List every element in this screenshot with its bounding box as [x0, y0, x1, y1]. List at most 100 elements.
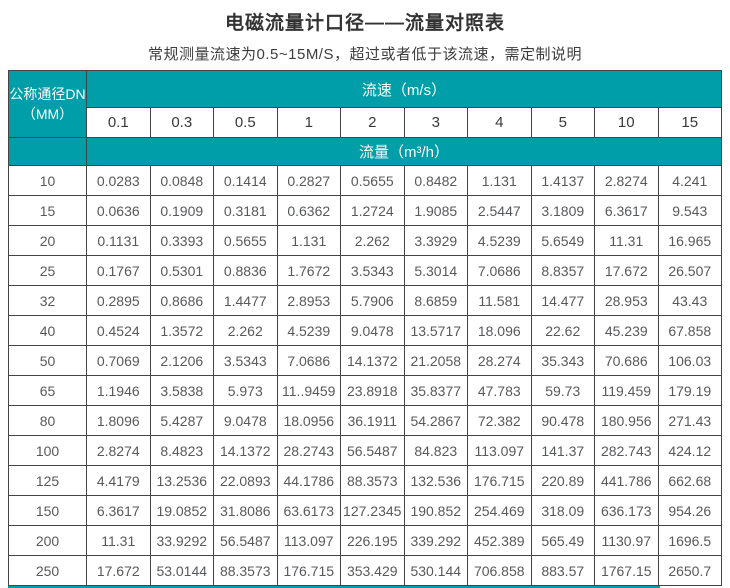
- flow-value-cell: 0.1414: [213, 165, 278, 196]
- flow-value-cell: 1.7672: [276, 255, 341, 286]
- flow-value-cell: 282.743: [594, 435, 659, 466]
- table-row: 150 6.3617 19.0852 31.8086 63.6173 127.2345 19…: [8, 495, 722, 526]
- flow-value-cell: 176.715: [276, 555, 341, 586]
- flow-value-cell: 1.4477: [213, 285, 278, 316]
- flow-value-cell: 67.858: [657, 315, 722, 346]
- page-title: 电磁流量计口径——流量对照表: [224, 13, 505, 34]
- flow-value-cell: 0.1131: [86, 225, 151, 256]
- flow-value-cell: 47.783: [467, 375, 532, 406]
- flow-value-cell: 2.5447: [467, 195, 532, 226]
- flow-value-cell: 5.6549: [530, 225, 595, 256]
- flow-value-cell: 70.686: [594, 345, 659, 376]
- flow-value-cell: 119.459: [594, 375, 659, 406]
- flow-value-cell: 1.3572: [149, 315, 214, 346]
- velocity-values-row: 0.1 0.3 0.5 1 2 3 4 5 10 15: [9, 107, 722, 138]
- flow-comparison-table: 公称通径DN （MM） 流速（m/s） 0.1 0.3 0.5 1 2 3 4 5 10 15 流…: [8, 70, 722, 586]
- flow-value-cell: 0.5655: [340, 165, 405, 196]
- flow-value-cell: 88.3573: [340, 465, 405, 496]
- flow-value-cell: 113.097: [467, 435, 532, 466]
- velocity-value-cell: 15: [657, 107, 722, 138]
- flow-value-cell: 8.4823: [149, 435, 214, 466]
- flow-value-cell: 636.173: [594, 495, 659, 526]
- flow-value-cell: 22.62: [530, 315, 595, 346]
- flow-value-cell: 318.09: [530, 495, 595, 526]
- flow-value-cell: 11..9459: [276, 375, 341, 406]
- page-subtitle: 常规测量流速为0.5~15M/S，超过或者低于该流速，需定制说明: [148, 46, 582, 63]
- flow-value-cell: 16.965: [657, 225, 722, 256]
- flow-value-cell: 1.1946: [86, 375, 151, 406]
- flow-value-cell: 28.274: [467, 345, 532, 376]
- flow-value-cell: 0.2895: [86, 285, 151, 316]
- flow-value-cell: 7.0686: [276, 345, 341, 376]
- dn-cell: 20: [8, 225, 87, 256]
- flow-value-cell: 113.097: [276, 525, 341, 556]
- flow-value-cell: 1.9085: [403, 195, 468, 226]
- flow-value-cell: 176.715: [467, 465, 532, 496]
- flow-value-cell: 452.389: [467, 525, 532, 556]
- velocity-value-cell: 10: [594, 107, 659, 138]
- flow-value-cell: 106.03: [657, 345, 722, 376]
- flow-value-cell: 23.8918: [340, 375, 405, 406]
- flow-value-cell: 45.239: [594, 315, 659, 346]
- flow-header-spacer-cell: [8, 137, 87, 166]
- flow-value-cell: 3.5343: [213, 345, 278, 376]
- table-row: 10 0.0283 0.0848 0.1414 0.2827 0.5655 0.8482 1.…: [8, 165, 722, 196]
- flow-value-cell: 11.31: [594, 225, 659, 256]
- flow-value-cell: 220.89: [530, 465, 595, 496]
- flow-value-cell: 1.8096: [86, 405, 151, 436]
- flow-value-cell: 59.73: [530, 375, 595, 406]
- flow-value-cell: 5.4287: [149, 405, 214, 436]
- flow-value-cell: 0.8836: [213, 255, 278, 286]
- table-row: 80 1.8096 5.4287 9.0478 18.0956 36.1911 54.286…: [8, 405, 722, 436]
- table-row: 32 0.2895 0.8686 1.4477 2.8953 5.7906 8.6859 11…: [8, 285, 722, 316]
- flow-value-cell: 2.262: [340, 225, 405, 256]
- flow-value-cell: 28.2743: [276, 435, 341, 466]
- velocity-value-cell: 4: [467, 107, 532, 138]
- table-row: 65 1.1946 3.5838 5.973 11..9459 23.8918 35.837…: [8, 375, 722, 406]
- dn-cell: 80: [8, 405, 87, 436]
- flow-value-cell: 11.581: [467, 285, 532, 316]
- flow-value-cell: 56.5487: [213, 525, 278, 556]
- flow-table-container: 公称通径DN （MM） 流速（m/s） 0.1 0.3 0.5 1 2 3 4 5 10 15 流…: [8, 70, 722, 588]
- table-bottom-accent-bar: [8, 586, 660, 588]
- dn-cell: 65: [8, 375, 87, 406]
- flow-value-cell: 4.5239: [276, 315, 341, 346]
- velocity-header-row: 公称通径DN （MM） 流速（m/s）: [8, 70, 722, 138]
- table-body: 10 0.0283 0.0848 0.1414 0.2827 0.5655 0.8482 1.…: [8, 165, 722, 586]
- flow-value-cell: 0.3393: [149, 225, 214, 256]
- flow-value-cell: 2.8274: [86, 435, 151, 466]
- flow-value-cell: 4.241: [657, 165, 722, 196]
- table-row: 200 11.31 33.9292 56.5487 113.097 226.195 339.…: [8, 525, 722, 556]
- table-row: 40 0.4524 1.3572 2.262 4.5239 9.0478 13.5717 18…: [8, 315, 722, 346]
- flow-value-cell: 706.858: [467, 555, 532, 586]
- flow-value-cell: 2.1206: [149, 345, 214, 376]
- flow-value-cell: 1.131: [276, 225, 341, 256]
- flow-value-cell: 36.1911: [340, 405, 405, 436]
- flow-value-cell: 19.0852: [149, 495, 214, 526]
- dn-cell: 32: [8, 285, 87, 316]
- flow-value-cell: 3.1809: [530, 195, 595, 226]
- flow-value-cell: 0.5301: [149, 255, 214, 286]
- table-row: 15 0.0636 0.1909 0.3181 0.6362 1.2724 1.9085 2.…: [8, 195, 722, 226]
- flow-value-cell: 13.2536: [149, 465, 214, 496]
- flow-value-cell: 271.43: [657, 405, 722, 436]
- flow-value-cell: 179.19: [657, 375, 722, 406]
- table-row: 125 4.4179 13.2536 22.0893 44.1786 88.3573 132…: [8, 465, 722, 496]
- flow-value-cell: 353.429: [340, 555, 405, 586]
- dn-cell: 250: [8, 555, 87, 586]
- flow-value-cell: 8.6859: [403, 285, 468, 316]
- velocity-value-cell: 2: [340, 107, 405, 138]
- flow-value-cell: 9.0478: [340, 315, 405, 346]
- flow-value-cell: 141.37: [530, 435, 595, 466]
- flow-value-cell: 31.8086: [213, 495, 278, 526]
- flow-value-cell: 0.8482: [403, 165, 468, 196]
- flow-value-cell: 35.8377: [403, 375, 468, 406]
- flow-value-cell: 22.0893: [213, 465, 278, 496]
- flow-value-cell: 180.956: [594, 405, 659, 436]
- flow-value-cell: 2.8953: [276, 285, 341, 316]
- flow-value-cell: 954.26: [657, 495, 722, 526]
- table-row: 50 0.7069 2.1206 3.5343 7.0686 14.1372 21.2058…: [8, 345, 722, 376]
- flow-value-cell: 0.0283: [86, 165, 151, 196]
- flow-value-cell: 43.43: [657, 285, 722, 316]
